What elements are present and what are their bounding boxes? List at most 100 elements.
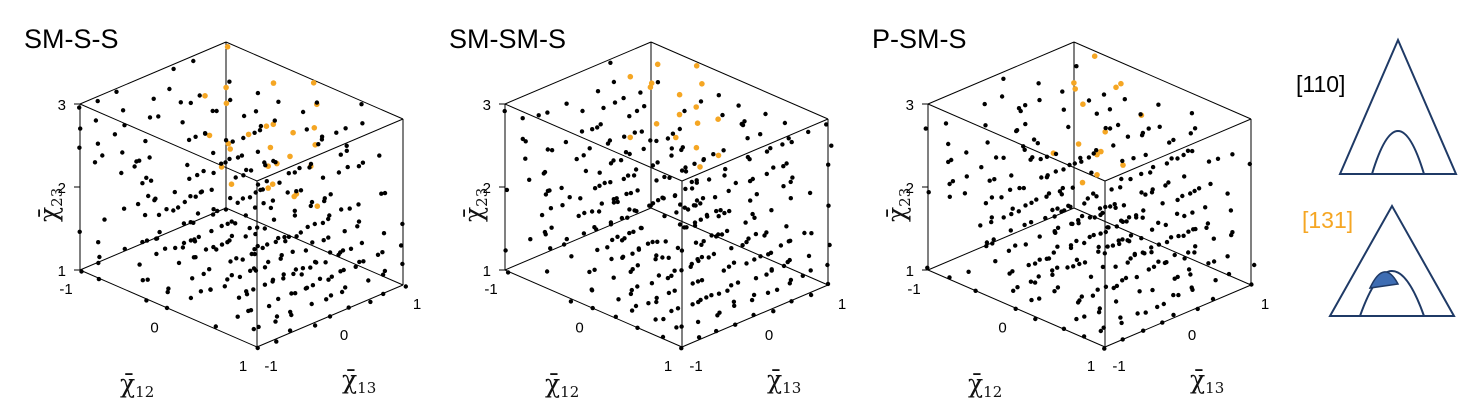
point-black [824,122,829,127]
point-black [750,176,755,182]
point-black [627,230,632,236]
point-black [1021,144,1026,149]
point-black [175,205,181,210]
point-black [520,116,525,121]
point-orange [269,181,276,187]
point-black [244,167,249,173]
point-black [768,146,773,151]
point-black [244,289,249,294]
point-black [1091,232,1096,238]
point-black [1052,229,1057,234]
point-black [1097,306,1103,311]
point-black [746,236,751,241]
point-black [684,225,689,230]
point-black [147,115,153,120]
point-black [679,248,685,253]
point-black [962,191,968,196]
point-orange [267,144,274,151]
point-black [1016,106,1022,111]
point-black [1094,111,1100,116]
point-black [241,113,247,119]
point-black [619,215,625,221]
point-orange [1120,162,1126,168]
point-black [723,166,728,172]
point-black [683,169,689,174]
point-black [219,223,224,229]
point-black [276,99,281,105]
point-black [166,286,171,291]
point-black [1128,233,1134,238]
y-axis-label: χ̄13 [767,365,801,397]
point-black [356,219,362,224]
point-black [950,179,956,184]
cube-edge [1073,207,1252,286]
point-black [1128,256,1133,261]
point-black [211,207,216,212]
point-black [1061,326,1067,331]
point-black [549,225,554,230]
point-black [1057,189,1063,194]
point-black [327,314,333,319]
panel-title: SM-S-S [24,24,119,54]
point-black [754,192,759,197]
point-black [709,293,714,298]
point-black [1172,252,1177,258]
point-black [654,295,659,301]
point-black [1074,257,1080,262]
point-orange [693,144,700,151]
point-black [682,108,687,114]
point-black [714,328,719,334]
point-black [140,278,145,283]
point-black [774,287,780,292]
point-orange [224,44,231,50]
point-black [696,335,702,340]
point-black [788,277,794,283]
point-black [1032,261,1038,266]
point-black [1120,237,1125,242]
point-black [228,259,233,264]
point-black [745,136,750,141]
point-black [1118,315,1123,320]
point-black [1013,306,1018,311]
point-black [227,238,232,243]
point-black [359,102,364,107]
point-black [1211,236,1217,241]
point-black [806,129,811,135]
point-black [1208,181,1213,187]
point-black [693,203,698,208]
point-black [750,211,755,217]
point-black [695,319,701,325]
point-black [807,190,813,196]
point-black [612,100,618,105]
point-black [1028,279,1034,284]
point-black [718,208,723,213]
point-orange [223,100,230,107]
point-black [1205,221,1211,226]
point-black [724,228,730,234]
point-black [278,256,283,261]
point-black [312,323,318,328]
panel-title: SM-SM-S [449,24,566,54]
point-black [1161,301,1167,307]
point-black [731,299,737,304]
cube-edge [504,41,652,105]
point-orange [676,111,683,118]
point-black [256,324,261,330]
point-black [1029,200,1034,205]
point-black [599,201,604,206]
point-black [1015,285,1020,290]
point-black [646,301,651,306]
point-black [800,273,805,278]
point-black [1150,287,1155,293]
point-black [156,212,162,218]
point-black [679,346,684,351]
point-black [144,298,149,303]
point-black [78,126,83,131]
x-axis-label: χ̄12 [968,369,1002,401]
point-black [1092,215,1098,220]
point-black [310,240,315,245]
point-black [1206,159,1212,164]
point-black [825,281,831,287]
point-black [120,150,125,155]
point-black [690,302,695,307]
